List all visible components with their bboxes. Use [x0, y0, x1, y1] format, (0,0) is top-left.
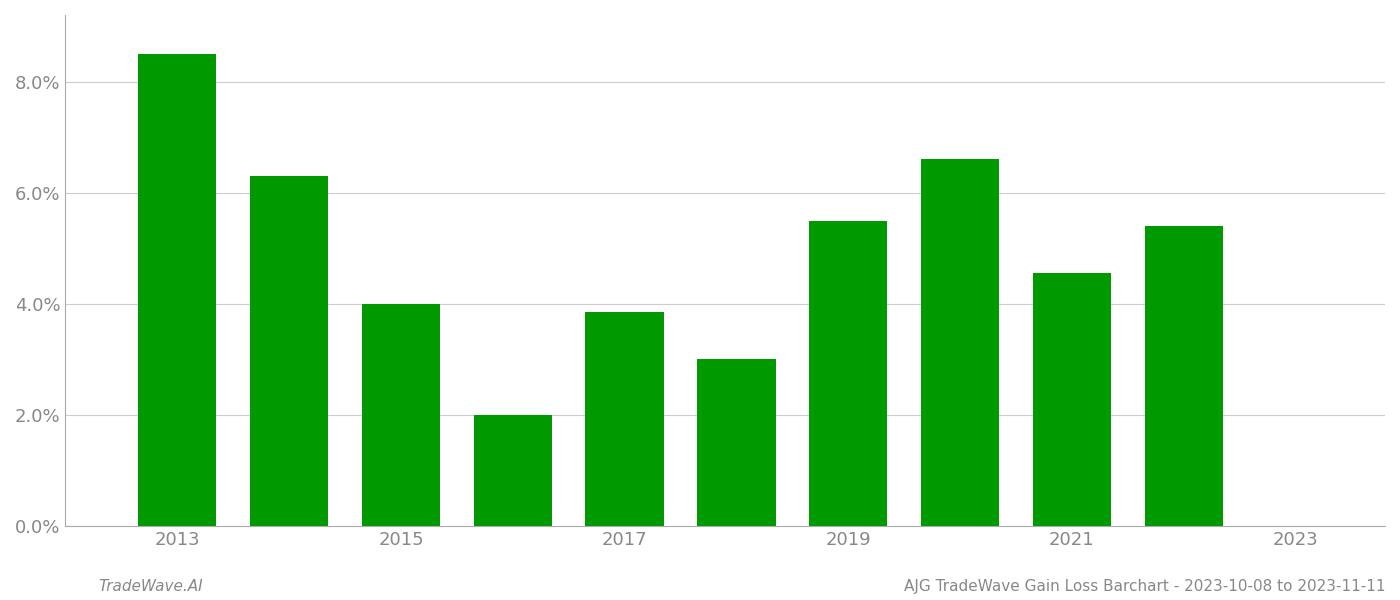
- Bar: [585, 312, 664, 526]
- Bar: [473, 415, 552, 526]
- Bar: [921, 160, 1000, 526]
- Text: TradeWave.AI: TradeWave.AI: [98, 579, 203, 594]
- Text: AJG TradeWave Gain Loss Barchart - 2023-10-08 to 2023-11-11: AJG TradeWave Gain Loss Barchart - 2023-…: [904, 579, 1386, 594]
- Bar: [697, 359, 776, 526]
- Bar: [361, 304, 440, 526]
- Bar: [251, 176, 328, 526]
- Bar: [1033, 274, 1112, 526]
- Bar: [139, 54, 217, 526]
- Bar: [809, 221, 888, 526]
- Bar: [1145, 226, 1222, 526]
